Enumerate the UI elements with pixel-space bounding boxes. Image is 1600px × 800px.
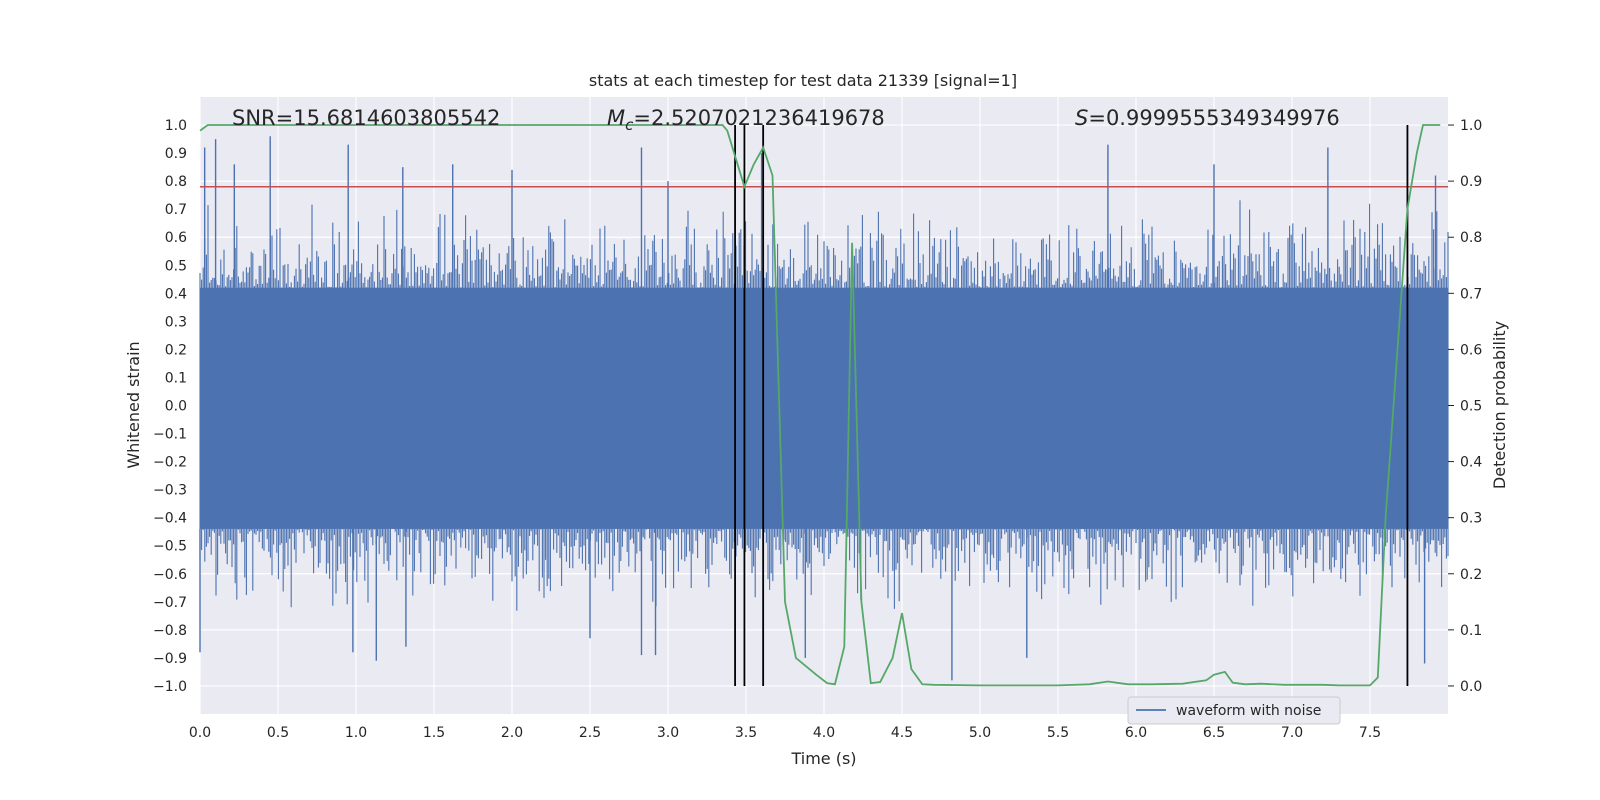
score-annotation: S=0.9999555349349976 bbox=[1075, 106, 1340, 130]
y-left-tick-label: −0.8 bbox=[153, 623, 187, 639]
x-tick-label: 0.0 bbox=[189, 725, 211, 741]
legend: waveform with noise bbox=[1127, 696, 1341, 725]
y-right-tick-label: 0.9 bbox=[1460, 174, 1482, 190]
y-right-tick-label: 0.3 bbox=[1460, 511, 1482, 527]
x-tick-label: 5.5 bbox=[1047, 725, 1069, 741]
y-right-tick-label: 0.1 bbox=[1460, 623, 1482, 639]
y-right-tick-label: 0.0 bbox=[1460, 679, 1482, 695]
y-right-tick-label: 0.4 bbox=[1460, 455, 1482, 471]
legend-label: waveform with noise bbox=[1176, 703, 1321, 719]
y-left-axis-ticks: 1.0 0.9 0.8 0.7 0.6 0.5 0.4 0.3 0.2 0.1 0.0 −0.1 −0.… bbox=[153, 118, 187, 695]
score-symbol: S bbox=[1075, 106, 1088, 130]
y-left-tick-label: −0.6 bbox=[153, 567, 187, 583]
y-right-axis-label: Detection probability bbox=[1490, 321, 1509, 489]
y-right-tick-label: 0.8 bbox=[1460, 230, 1482, 246]
y-left-tick-label: 0.2 bbox=[165, 342, 187, 358]
score-value: =0.9999555349349976 bbox=[1088, 106, 1339, 130]
detection-probability-line bbox=[199, 124, 1441, 687]
y-left-tick-label: 0.3 bbox=[165, 314, 187, 330]
x-tick-label: 0.5 bbox=[267, 725, 289, 741]
y-right-tick-label: 0.5 bbox=[1460, 399, 1482, 415]
y-right-tick-label: 0.2 bbox=[1460, 567, 1482, 583]
y-left-tick-label: 0.4 bbox=[165, 286, 187, 302]
y-left-tick-label: 0.9 bbox=[165, 146, 187, 162]
x-tick-label: 6.0 bbox=[1125, 725, 1147, 741]
x-axis-label: Time (s) bbox=[790, 749, 856, 768]
y-right-axis-ticks: 1.0 0.9 0.8 0.7 0.6 0.5 0.4 0.3 0.2 0.1 0.0 bbox=[1448, 118, 1482, 695]
y-left-tick-label: 0.5 bbox=[165, 258, 187, 274]
y-left-tick-label: −1.0 bbox=[153, 679, 187, 695]
y-left-axis-label: Whitened strain bbox=[124, 341, 143, 468]
x-tick-label: 2.5 bbox=[579, 725, 601, 741]
y-left-tick-label: 0.6 bbox=[165, 230, 187, 246]
y-right-tick-label: 0.7 bbox=[1460, 286, 1482, 302]
x-tick-label: 5.0 bbox=[969, 725, 991, 741]
legend-box bbox=[1127, 696, 1341, 725]
y-left-tick-label: 0.7 bbox=[165, 202, 187, 218]
y-right-tick-label: 0.6 bbox=[1460, 342, 1482, 358]
y-left-tick-label: −0.4 bbox=[153, 511, 187, 527]
chirp-mass-symbol: M bbox=[607, 106, 625, 130]
x-tick-label: 7.0 bbox=[1281, 725, 1303, 741]
x-axis-ticks: 0.0 0.5 1.0 1.5 2.0 2.5 3.0 3.5 4.0 4.5 5.0 5.5 6.0 6… bbox=[189, 725, 1381, 741]
y-left-tick-label: −0.3 bbox=[153, 483, 187, 499]
y-left-tick-label: −0.1 bbox=[153, 427, 187, 443]
y-left-tick-label: −0.7 bbox=[153, 595, 187, 611]
y-left-tick-label: 1.0 bbox=[165, 118, 187, 134]
y-right-tick-label: 1.0 bbox=[1460, 118, 1482, 134]
x-tick-label: 4.5 bbox=[891, 725, 913, 741]
x-tick-label: 2.0 bbox=[501, 725, 523, 741]
x-tick-label: 3.5 bbox=[735, 725, 757, 741]
x-tick-label: 1.5 bbox=[423, 725, 445, 741]
x-tick-label: 7.5 bbox=[1359, 725, 1381, 741]
chirp-mass-annotation: Mc=2.5207021236419678 bbox=[607, 106, 885, 134]
chart-title: stats at each timestep for test data 213… bbox=[589, 71, 1017, 90]
snr-annotation: SNR=15.6814603805542 bbox=[232, 106, 500, 130]
y-left-tick-label: 0.0 bbox=[165, 399, 187, 415]
waveform-series bbox=[199, 136, 1449, 681]
x-tick-label: 1.0 bbox=[345, 725, 367, 741]
x-tick-label: 6.5 bbox=[1203, 725, 1225, 741]
y-left-tick-label: −0.9 bbox=[153, 651, 187, 667]
y-left-tick-label: 0.1 bbox=[165, 370, 187, 386]
chirp-mass-subscript: c bbox=[625, 116, 634, 134]
waveform-noise bbox=[199, 200, 1449, 611]
y-left-tick-label: −0.2 bbox=[153, 455, 187, 471]
y-left-tick-label: 0.8 bbox=[165, 174, 187, 190]
x-tick-label: 4.0 bbox=[813, 725, 835, 741]
y-left-tick-label: −0.5 bbox=[153, 539, 187, 555]
chirp-mass-value: =2.5207021236419678 bbox=[633, 106, 884, 130]
x-tick-label: 3.0 bbox=[657, 725, 679, 741]
